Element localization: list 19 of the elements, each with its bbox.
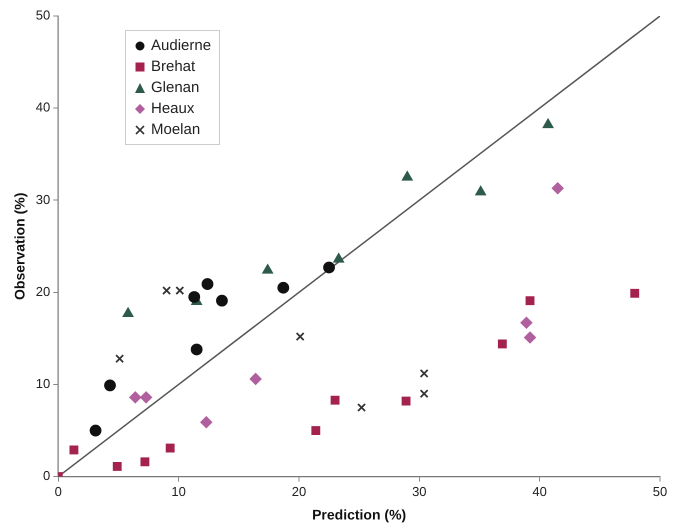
legend-label: Heaux (151, 99, 194, 119)
x-tick-label: 0 (54, 484, 62, 499)
y-tick-label: 10 (36, 376, 50, 392)
y-tick-label: 30 (36, 192, 50, 207)
x-tick-label: 50 (652, 484, 668, 499)
legend-label: Brehat (151, 57, 196, 77)
y-tick-label: 20 (36, 284, 50, 299)
legend-label: Audierne (151, 36, 212, 56)
x-tick-label: 20 (292, 484, 306, 499)
y-tick-label: 0 (43, 468, 50, 484)
y-tick-label: 40 (36, 100, 50, 115)
legend-label: Moelan (151, 120, 200, 140)
x-axis-title: Prediction (%) (312, 506, 406, 522)
legend-label: Glenan (151, 78, 200, 98)
x-tick-label: 10 (171, 484, 186, 499)
y-axis-title: Observation (%) (11, 192, 28, 300)
x-tick-label: 40 (532, 484, 547, 499)
x-tick-label: 30 (412, 484, 427, 499)
y-tick-label: 50 (36, 8, 50, 23)
